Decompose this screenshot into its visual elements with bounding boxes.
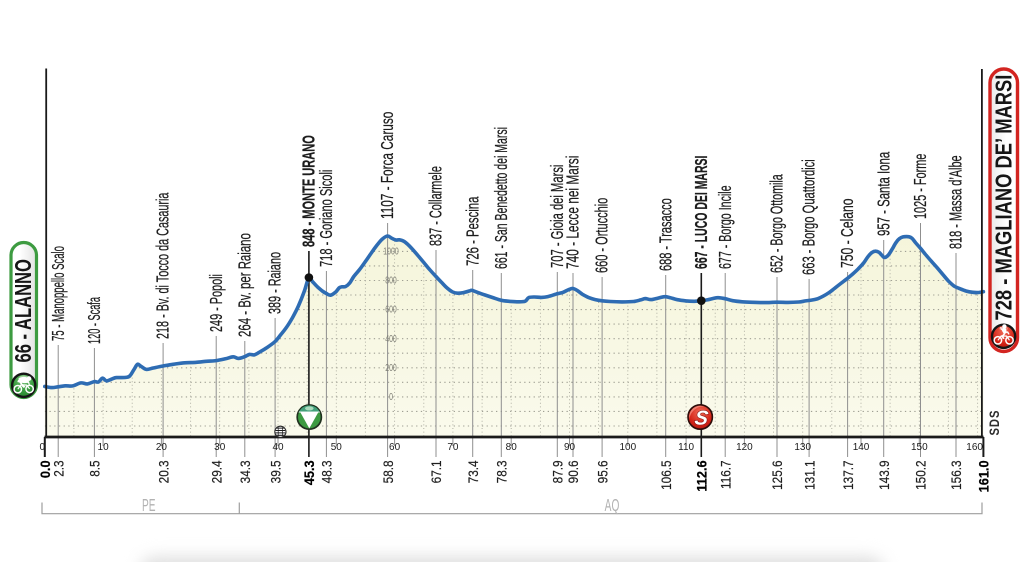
svg-text:652 - Borgo Ottomila: 652 - Borgo Ottomila [768, 174, 787, 273]
svg-text:45.3: 45.3 [301, 460, 317, 485]
svg-text:90: 90 [564, 442, 575, 453]
svg-text:SDS: SDS [987, 410, 1002, 436]
svg-text:48.3: 48.3 [319, 460, 335, 483]
svg-text:663 - Borgo Quattordici: 663 - Borgo Quattordici [800, 159, 819, 275]
svg-text:PE: PE [142, 496, 156, 516]
svg-text:50: 50 [331, 442, 342, 453]
svg-text:837 - Collarmele: 837 - Collarmele [427, 166, 446, 246]
svg-text:125.6: 125.6 [769, 460, 785, 489]
svg-text:677 - Borgo Incile: 677 - Borgo Incile [716, 185, 735, 269]
svg-text:AQ: AQ [605, 496, 620, 516]
svg-text:800: 800 [385, 274, 397, 286]
svg-text:34.3: 34.3 [237, 460, 253, 483]
svg-text:2.3: 2.3 [50, 460, 66, 476]
svg-text:39.5: 39.5 [267, 460, 283, 483]
svg-text:87.9: 87.9 [549, 460, 565, 483]
svg-text:131.1: 131.1 [801, 460, 817, 489]
svg-text:0: 0 [389, 391, 393, 403]
svg-text:1025 - Forme: 1025 - Forme [912, 154, 931, 219]
svg-text:1000: 1000 [383, 245, 399, 257]
svg-text:707 - Gioia dei Marsi: 707 - Gioia dei Marsi [549, 165, 568, 268]
svg-text:660 - Ortucchio: 660 - Ortucchio [593, 198, 612, 273]
svg-text:40: 40 [272, 442, 283, 453]
svg-text:90.6: 90.6 [565, 460, 581, 483]
svg-text:718 - Goriano Sicoli: 718 - Goriano Sicoli [318, 170, 337, 267]
svg-text:20.3: 20.3 [155, 460, 171, 483]
svg-text:67.1: 67.1 [428, 460, 444, 483]
svg-text:218 - Bv. di Tocco da Casauria: 218 - Bv. di Tocco da Casauria [154, 192, 173, 339]
svg-text:100: 100 [619, 442, 636, 453]
svg-text:818 - Massa d’Albe: 818 - Massa d’Albe [947, 155, 966, 249]
svg-text:78.3: 78.3 [493, 460, 509, 483]
svg-text:740 - Lecce nei Marsi: 740 - Lecce nei Marsi [563, 156, 583, 269]
svg-text:156.3: 156.3 [948, 460, 964, 489]
svg-text:750 - Celano: 750 - Celano [838, 198, 858, 268]
svg-text:140: 140 [853, 442, 870, 453]
svg-text:150: 150 [911, 442, 928, 453]
svg-text:10: 10 [98, 442, 109, 453]
svg-text:150.2: 150.2 [913, 460, 929, 489]
svg-text:73.4: 73.4 [465, 460, 481, 483]
svg-text:0.0: 0.0 [37, 460, 53, 478]
svg-text:106.5: 106.5 [658, 460, 674, 489]
svg-text:60: 60 [389, 442, 400, 453]
svg-text:112.6: 112.6 [694, 460, 710, 492]
svg-text:264 - Bv. per Raiano: 264 - Bv. per Raiano [236, 233, 255, 337]
svg-text:726 - Pescina: 726 - Pescina [464, 196, 483, 266]
svg-text:70: 70 [447, 442, 458, 453]
svg-text:661 - San Benedetto dei Marsi: 661 - San Benedetto dei Marsi [492, 127, 511, 269]
svg-text:0: 0 [40, 442, 46, 453]
svg-text:667 - LUCO DEI MARSI: 667 - LUCO DEI MARSI [692, 156, 711, 269]
svg-text:S: S [693, 407, 710, 429]
svg-text:600: 600 [385, 303, 397, 315]
svg-text:58.8: 58.8 [380, 460, 396, 483]
svg-text:120: 120 [736, 442, 753, 453]
svg-text:110: 110 [678, 442, 694, 453]
svg-text:957 - Santa Iona: 957 - Santa Iona [875, 151, 894, 236]
svg-text:116.7: 116.7 [717, 460, 733, 489]
svg-text:8.5: 8.5 [87, 460, 103, 476]
svg-text:200: 200 [385, 362, 397, 374]
svg-text:728 - MAGLIANO DE’ MARSI: 728 - MAGLIANO DE’ MARSI [991, 75, 1017, 321]
svg-text:66 - ALANNO: 66 - ALANNO [11, 259, 36, 362]
svg-text:848 - MONTE URANO: 848 - MONTE URANO [300, 135, 319, 247]
svg-text:120 - Scafa: 120 - Scafa [84, 297, 104, 344]
svg-text:688 - Trasacco: 688 - Trasacco [657, 198, 676, 271]
svg-text:75 - Manoppello Scalo: 75 - Manoppello Scalo [48, 246, 68, 341]
svg-text:161.0: 161.0 [976, 460, 992, 492]
svg-text:137.7: 137.7 [840, 460, 856, 489]
svg-text:1107 - Forca Caruso: 1107 - Forca Caruso [378, 112, 398, 219]
svg-text:160: 160 [966, 442, 983, 453]
svg-text:80: 80 [506, 442, 517, 453]
svg-text:30: 30 [214, 442, 225, 453]
svg-text:249 - Popoli: 249 - Popoli [207, 274, 226, 332]
svg-text:130: 130 [794, 442, 811, 453]
svg-text:389 - Raiano: 389 - Raiano [266, 252, 285, 314]
svg-text:95.6: 95.6 [594, 460, 610, 483]
svg-text:29.4: 29.4 [208, 460, 224, 483]
svg-text:400: 400 [385, 333, 397, 345]
svg-text:20: 20 [156, 442, 167, 453]
svg-text:143.9: 143.9 [876, 460, 892, 489]
